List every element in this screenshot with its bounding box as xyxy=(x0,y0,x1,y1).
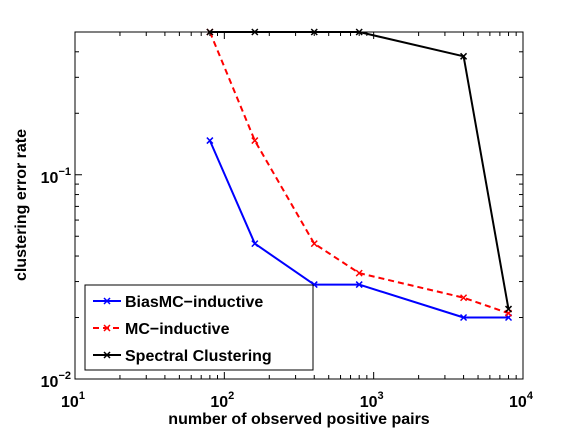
x-tick-base: 10 xyxy=(360,394,378,411)
marker-stroke xyxy=(103,324,111,332)
y-tick-label: 10−1 xyxy=(41,166,71,187)
y-tick-base: 10 xyxy=(41,170,59,187)
y-axis-label: clustering error rate xyxy=(13,129,30,281)
y-tick-label: 10−2 xyxy=(41,370,71,391)
legend-marker-mc-inductive xyxy=(103,324,111,332)
series-line-biasmc-inductive xyxy=(208,140,509,319)
x-tick-exponent: 3 xyxy=(378,390,384,402)
data-point-biasmc-inductive xyxy=(251,240,259,248)
marker-stroke xyxy=(355,269,363,277)
data-point-mc-inductive xyxy=(310,240,318,248)
legend-box xyxy=(84,284,314,371)
marker-stroke xyxy=(206,137,214,145)
legend-label-biasmc-inductive: BiasMC−inductive xyxy=(125,294,263,311)
x-tick-exponent: 1 xyxy=(79,390,85,402)
marker-stroke xyxy=(460,313,468,322)
x-tick-label: 101 xyxy=(61,390,85,411)
legend-label-mc-inductive: MC−inductive xyxy=(125,321,230,338)
marker-stroke xyxy=(103,297,111,305)
legend-marker-spectral-clustering xyxy=(103,351,111,359)
marker-stroke xyxy=(355,281,363,289)
data-point-spectral-clustering xyxy=(504,305,513,313)
marker-stroke xyxy=(460,52,468,60)
marker-stroke xyxy=(504,305,513,313)
x-tick-base: 10 xyxy=(509,394,527,411)
x-tick-label: 103 xyxy=(360,390,384,411)
y-tick-base: 10 xyxy=(41,374,59,391)
legend-label-spectral-clustering: Spectral Clustering xyxy=(125,348,272,365)
x-tick-label: 104 xyxy=(509,390,534,411)
marker-stroke xyxy=(251,137,259,145)
x-tick-exponent: 2 xyxy=(228,390,234,402)
marker-stroke xyxy=(251,240,259,248)
legend: BiasMC−inductive MC−inductive Spectral Clu… xyxy=(84,284,314,371)
data-point-mc-inductive xyxy=(251,137,259,145)
y-tick-exponent: −2 xyxy=(58,370,71,382)
data-point-spectral-clustering xyxy=(460,52,468,60)
data-point-mc-inductive xyxy=(460,294,468,302)
marker-stroke xyxy=(310,240,318,248)
series-line-mc-inductive xyxy=(208,31,509,315)
legend-marker-biasmc-inductive xyxy=(103,297,111,305)
data-point-biasmc-inductive xyxy=(460,313,468,322)
x-tick-base: 10 xyxy=(210,394,228,411)
x-tick-exponent: 4 xyxy=(527,390,534,402)
marker-stroke xyxy=(460,294,468,302)
x-tick-label: 102 xyxy=(210,390,234,411)
x-tick-base: 10 xyxy=(61,394,79,411)
data-point-biasmc-inductive xyxy=(355,281,363,289)
marker-stroke xyxy=(103,351,111,359)
x-axis-label: number of observed positive pairs xyxy=(168,411,430,428)
data-point-mc-inductive xyxy=(355,269,363,277)
y-tick-exponent: −1 xyxy=(58,166,71,178)
data-point-biasmc-inductive xyxy=(206,137,214,145)
plot-frame xyxy=(74,31,524,380)
